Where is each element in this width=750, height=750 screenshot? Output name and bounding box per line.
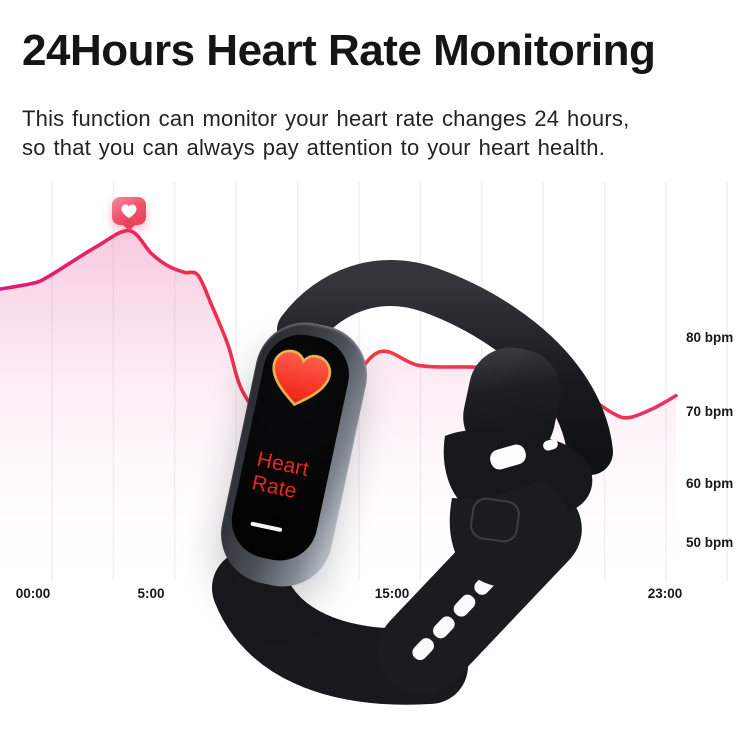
x-tick-2300: 23:00 — [647, 586, 683, 601]
screen-label: Heart Rate — [250, 448, 311, 506]
heart-glyph — [121, 204, 137, 218]
y-tick-80bpm: 80 bpm — [686, 330, 734, 345]
y-tick-60bpm: 60 bpm — [686, 476, 734, 491]
heart-badge-icon — [112, 197, 146, 225]
x-tick-0500: 5:00 — [137, 586, 165, 601]
subtitle: This function can monitor your heart rat… — [22, 104, 629, 162]
subtitle-line-2: so that you can always pay attention to … — [22, 135, 606, 160]
y-tick-70bpm: 70 bpm — [686, 404, 734, 419]
y-tick-50bpm: 50 bpm — [686, 535, 734, 550]
heart-icon — [272, 349, 332, 407]
x-tick-1500: 15:00 — [374, 586, 410, 601]
x-tick-0000: 00:00 — [15, 586, 51, 601]
subtitle-line-1: This function can monitor your heart rat… — [22, 106, 630, 131]
page-title: 24Hours Heart Rate Monitoring — [22, 26, 656, 75]
home-indicator — [250, 521, 283, 533]
